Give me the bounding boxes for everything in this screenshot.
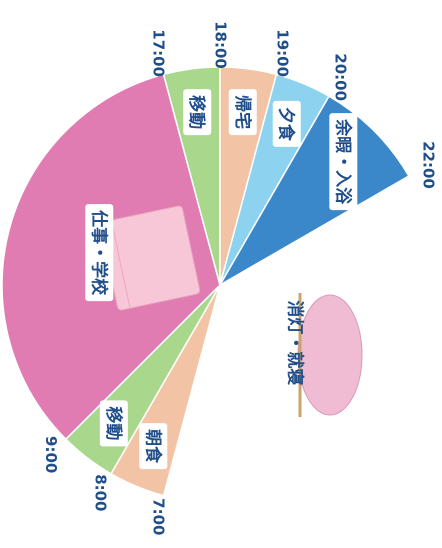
time-label: 20:00 (332, 53, 350, 101)
segment-label-group: 消灯・就寝 (284, 300, 305, 385)
segment-label-box (228, 89, 257, 136)
segment-label-box (99, 400, 128, 447)
segment-label: 消灯・就寝 (284, 300, 305, 385)
segment-label-box (139, 423, 168, 470)
segment-label-box (329, 113, 358, 211)
time-label: 19:00 (274, 29, 292, 77)
bed (297, 294, 363, 416)
segment-label-group: 帰宅 (228, 89, 257, 136)
segment-label: 帰宅 (232, 95, 253, 129)
notebook-spine (110, 220, 131, 309)
segment-label: 移動 (103, 406, 124, 440)
segment-label: 朝食 (142, 429, 163, 464)
segment (217, 95, 410, 288)
time-label: 18:00 (212, 21, 230, 69)
time-label: 8:00 (92, 474, 110, 511)
time-label: 17:00 (149, 29, 167, 77)
notebook (99, 205, 201, 311)
segment-label-group: 仕事・学校 (85, 204, 114, 302)
segment-label: 夕食 (276, 107, 297, 142)
segment-label-group: 移動 (183, 89, 212, 136)
bed-illustration (297, 293, 363, 417)
segment-label-box (272, 100, 301, 147)
notebook-illustration (99, 205, 201, 311)
segment-label: 移動 (186, 95, 207, 129)
segment-label: 仕事・学校 (88, 209, 109, 296)
segment-label-box (183, 89, 212, 136)
time-label: 9:00 (42, 436, 60, 473)
segment-label: 余暇・入浴 (332, 118, 353, 205)
segment-label-group: 夕食 (272, 100, 301, 147)
time-label: 7:00 (149, 498, 167, 535)
segment-label-group: 余暇・入浴 (329, 113, 358, 211)
segment-label-group: 朝食 (139, 423, 168, 470)
segment-label-box (85, 204, 114, 302)
segment-label-group: 移動 (99, 400, 128, 447)
time-label: 22:00 (419, 141, 437, 189)
